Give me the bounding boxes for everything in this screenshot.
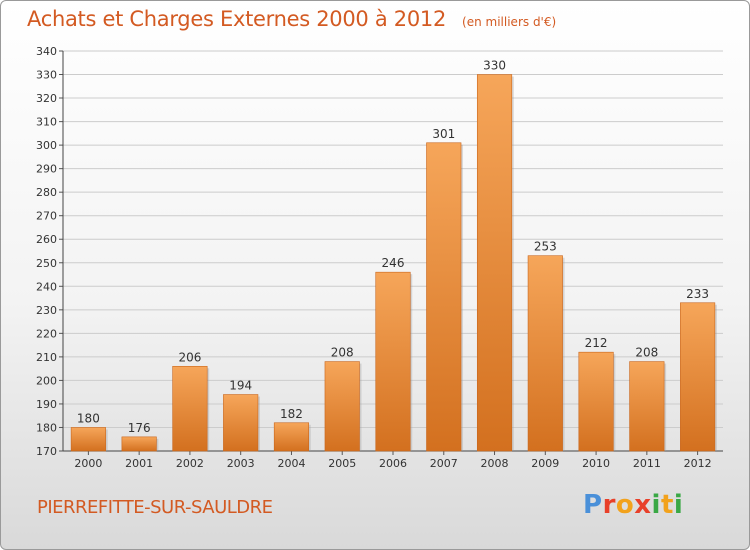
y-tick-label: 170 <box>36 445 57 458</box>
x-tick-label: 2012 <box>684 457 712 470</box>
x-tick-label: 2006 <box>379 457 407 470</box>
y-tick-label: 260 <box>36 233 57 246</box>
bar <box>70 427 106 452</box>
logo-letter: i <box>673 490 684 520</box>
bar <box>680 302 716 452</box>
y-tick-label: 310 <box>36 116 57 129</box>
bar <box>273 422 310 452</box>
y-tick-label: 250 <box>36 257 57 270</box>
logo-letter: t <box>660 490 674 520</box>
bar <box>527 255 563 452</box>
data-label: 208 <box>331 346 354 360</box>
data-label: 194 <box>229 379 252 393</box>
labels: 170 180 190 200 210 220 230 240 250 260 270 280 290 3… <box>36 45 712 470</box>
y-tick-label: 240 <box>36 280 57 293</box>
logo-letter: P <box>583 490 603 520</box>
bar <box>476 74 513 452</box>
bar <box>629 361 665 452</box>
data-label: 246 <box>382 256 405 270</box>
bar <box>223 394 259 452</box>
x-tick-label: 2002 <box>176 457 204 470</box>
y-tick-label: 280 <box>36 186 57 199</box>
data-label: 253 <box>534 240 557 254</box>
x-tick-label: 2003 <box>227 457 255 470</box>
y-tick-label: 220 <box>36 327 57 340</box>
y-tick-label: 340 <box>36 45 57 58</box>
data-label: 330 <box>483 59 506 73</box>
data-label: 180 <box>77 411 100 425</box>
x-tick-label: 2004 <box>277 457 305 470</box>
x-tick-label: 2001 <box>125 457 153 470</box>
x-tick-label: 2007 <box>430 457 458 470</box>
chart-title-text: Achats et Charges Externes 2000 à 2012 <box>27 7 447 31</box>
y-tick-label: 200 <box>36 374 57 387</box>
x-tick-label: 2011 <box>633 457 661 470</box>
data-label: 233 <box>686 287 709 301</box>
x-tick-label: 2008 <box>481 457 509 470</box>
logo-letter: x <box>634 490 652 520</box>
x-tick-label: 2009 <box>531 457 559 470</box>
data-label: 212 <box>585 336 608 350</box>
bar <box>324 361 360 452</box>
bar <box>578 351 614 452</box>
logo-letter: r <box>602 490 616 520</box>
bar <box>426 142 462 452</box>
logo-letter: i <box>651 490 661 520</box>
y-tick-label: 190 <box>36 398 57 411</box>
y-tick-label: 180 <box>36 421 57 434</box>
x-tick-label: 2000 <box>74 457 102 470</box>
unit-label: (en milliers d'€) <box>462 15 557 29</box>
proxiti-logo[interactable]: Proxiti <box>583 490 683 520</box>
bar <box>172 365 208 452</box>
y-tick-label: 210 <box>36 351 57 364</box>
bars <box>70 74 717 452</box>
bar <box>375 271 411 452</box>
y-tick-label: 330 <box>36 69 57 82</box>
bar <box>121 436 157 452</box>
x-tick-label: 2005 <box>328 457 356 470</box>
data-label: 206 <box>178 350 201 364</box>
y-tick-label: 290 <box>36 163 57 176</box>
commune-name: PIERREFITTE-SUR-SAULDRE <box>37 497 273 518</box>
y-tick-label: 230 <box>36 304 57 317</box>
logo-letter: o <box>615 490 635 520</box>
data-label: 301 <box>432 127 455 141</box>
y-tick-label: 270 <box>36 210 57 223</box>
data-label: 176 <box>128 421 151 435</box>
data-label: 208 <box>635 346 658 360</box>
data-label: 182 <box>280 407 303 421</box>
y-tick-label: 320 <box>36 92 57 105</box>
x-tick-label: 2010 <box>582 457 610 470</box>
chart-title: Achats et Charges Externes 2000 à 2012 (e… <box>27 7 556 31</box>
y-tick-label: 300 <box>36 139 57 152</box>
